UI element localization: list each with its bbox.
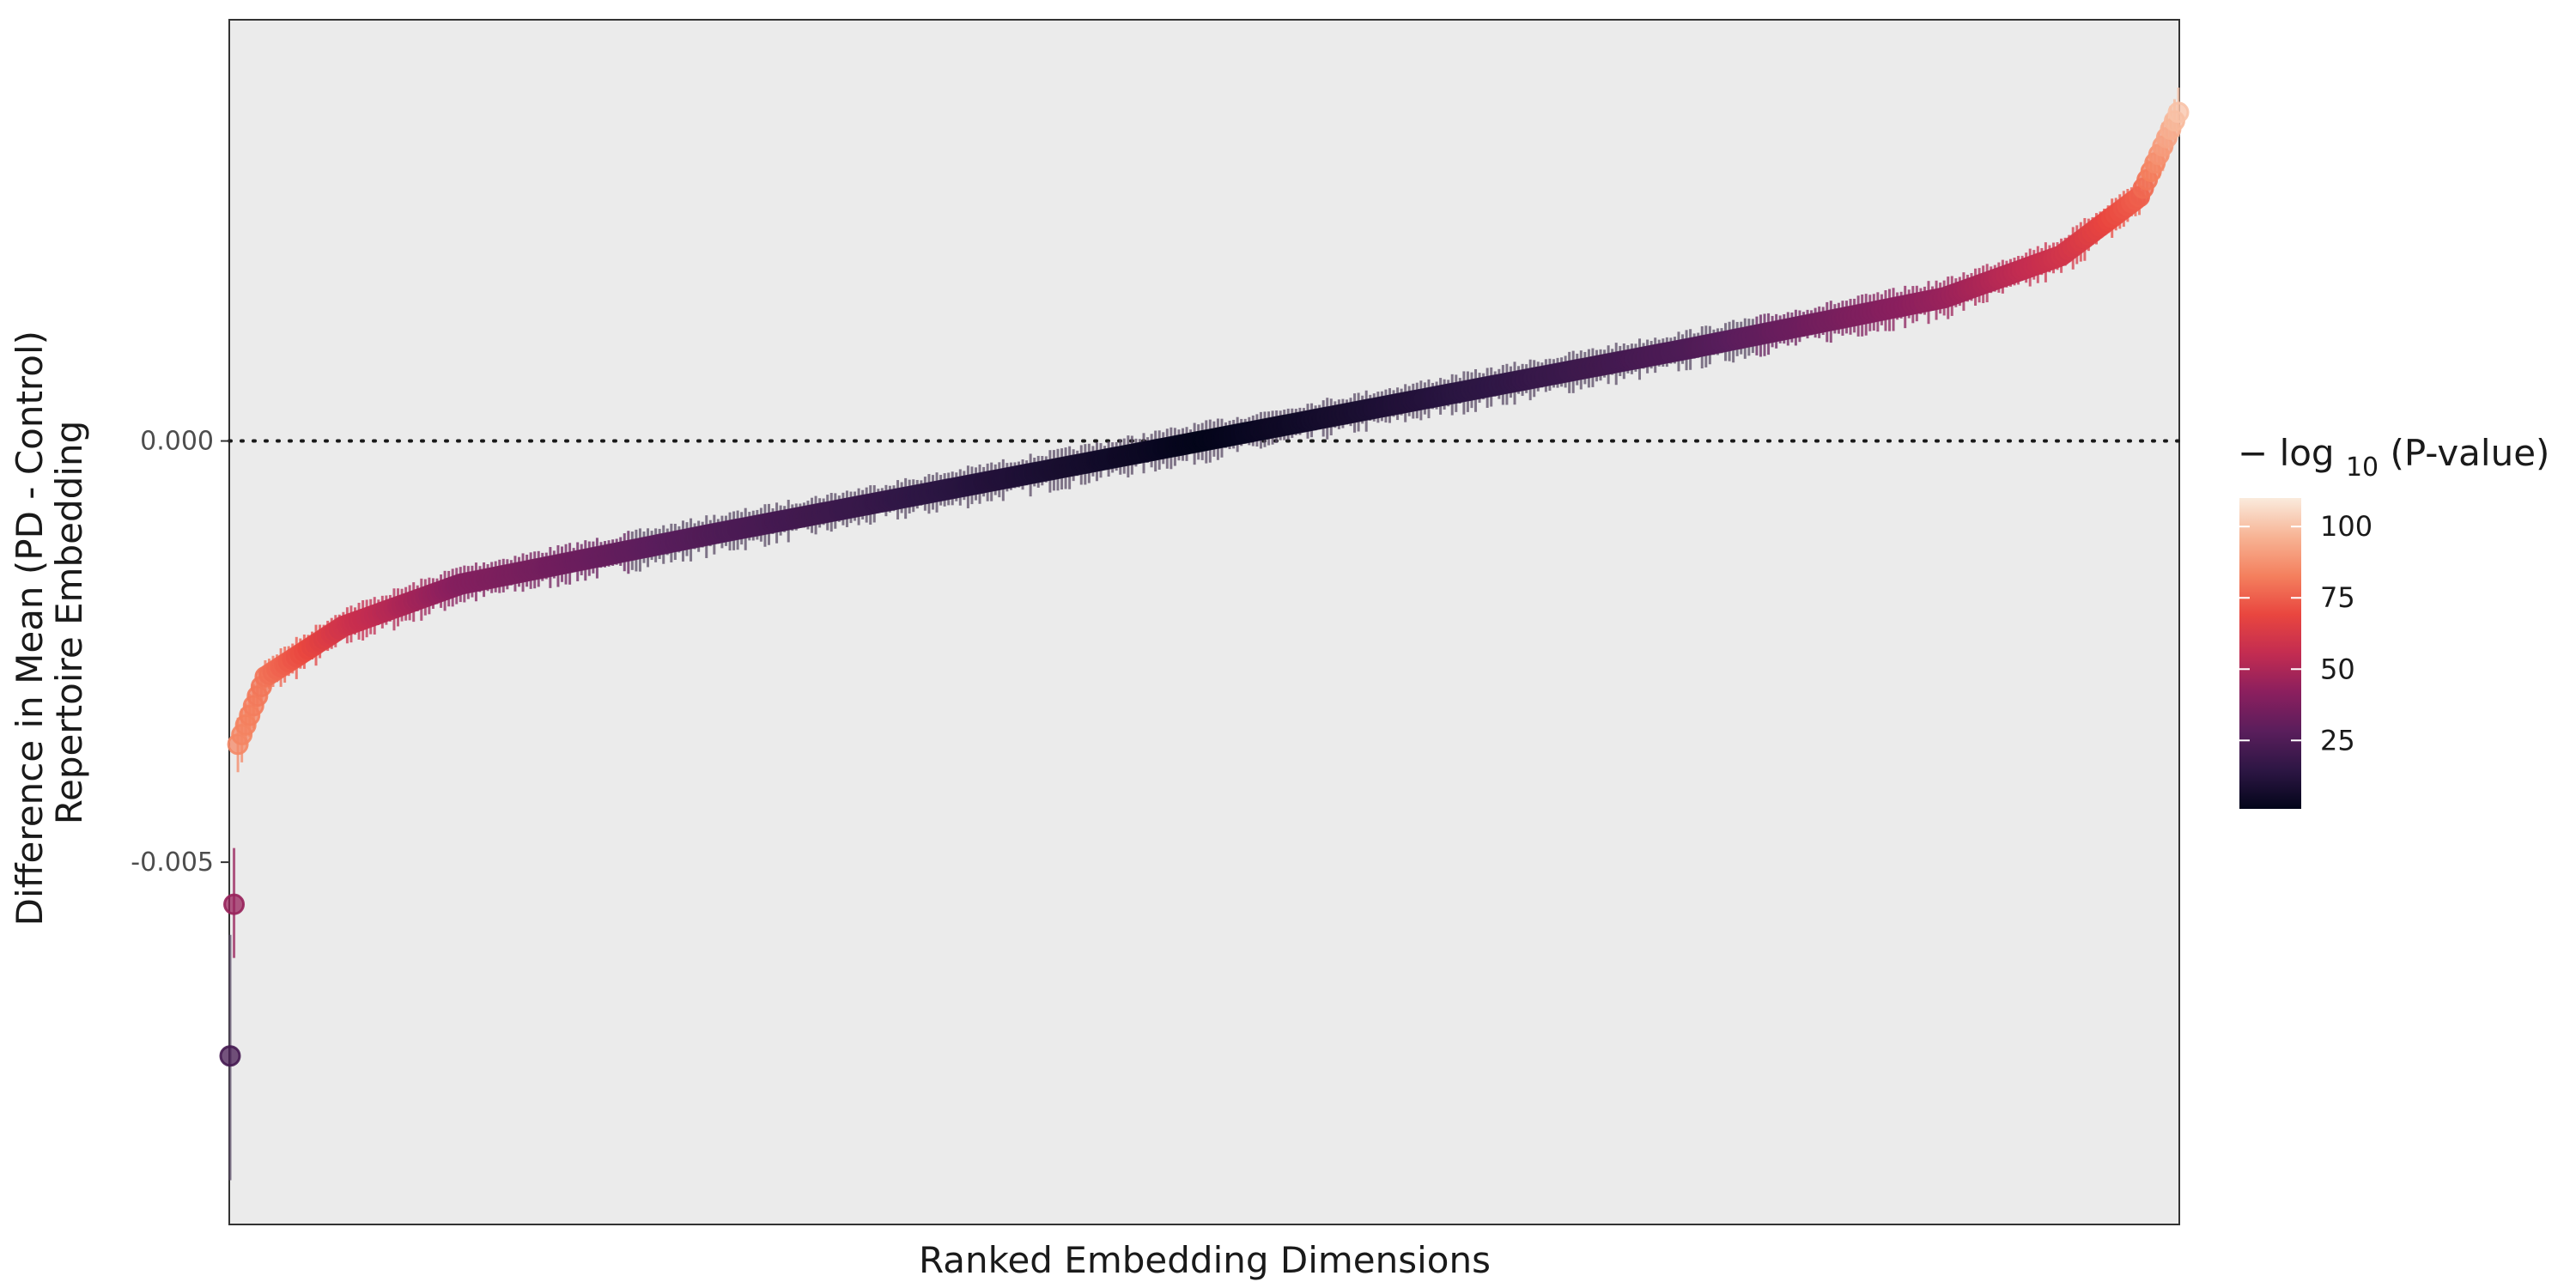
legend-tick-label: 25 xyxy=(2320,724,2355,756)
legend-title-suffix: (P-value) xyxy=(2391,432,2550,474)
y-tick-label: -0.005 xyxy=(131,848,214,878)
legend-tick-label: 50 xyxy=(2320,653,2355,685)
legend-tick-label: 75 xyxy=(2320,581,2355,614)
x-axis-title: Ranked Embedding Dimensions xyxy=(919,1239,1491,1281)
y-axis-title-line-2: Repertoire Embedding xyxy=(48,421,90,825)
legend-tick-label: 100 xyxy=(2320,510,2372,543)
data-point xyxy=(2167,101,2190,124)
data-point xyxy=(219,1045,241,1067)
data-point xyxy=(223,893,246,915)
color-legend: − log 10 (P-value) 25 50 75 100 xyxy=(2238,432,2549,809)
y-axis-title: Difference in Mean (PD - Control) Repert… xyxy=(9,319,90,927)
y-axis-title-line-1: Difference in Mean (PD - Control) xyxy=(9,331,51,926)
y-tick-label: 0.000 xyxy=(140,427,214,457)
legend-title-log: log xyxy=(2280,432,2335,474)
legend-title-subscript: 10 xyxy=(2346,453,2379,483)
plot-panel xyxy=(228,19,2180,1225)
legend-title: − log 10 (P-value) xyxy=(2238,432,2549,484)
legend-colorbar xyxy=(2239,498,2301,809)
legend-title-minus: − xyxy=(2238,432,2268,474)
